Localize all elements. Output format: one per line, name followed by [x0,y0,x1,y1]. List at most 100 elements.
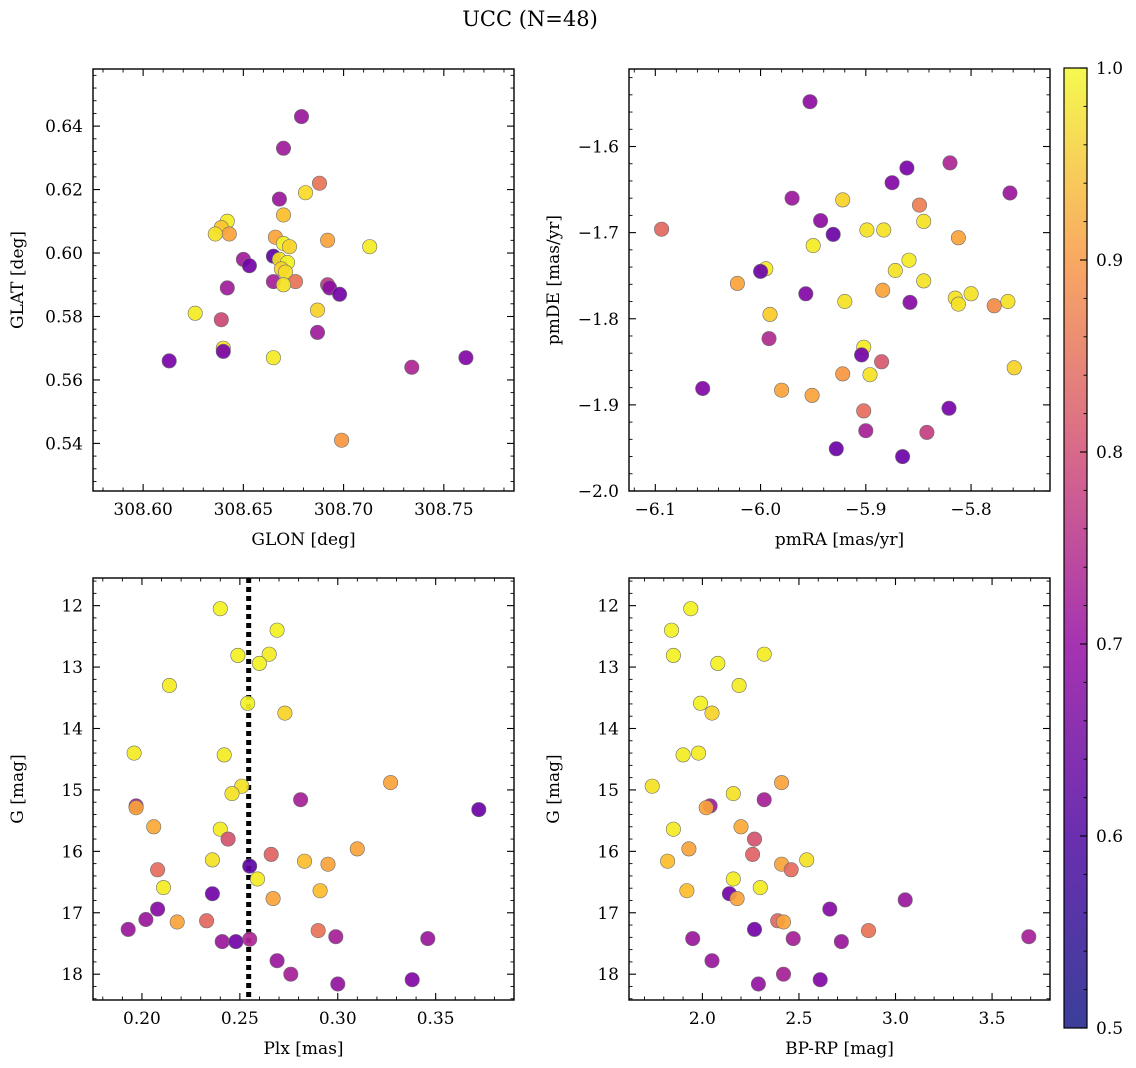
scatter-point [761,331,777,347]
x-tick-label: 3.0 [882,1009,909,1029]
panel-glon-glat: 308.60 308.65 308.70 308.75 0.54 0.56 0.58 0.60… [8,68,515,550]
scatter-point [251,655,267,671]
scatter-point [310,923,326,939]
x-tick-label: 2.0 [689,1009,716,1029]
scatter-point [902,294,918,310]
scatter-point [216,747,232,763]
scatter-point [663,622,679,638]
y-axis-label: G [mag] [8,754,28,823]
scatter-point [1006,360,1022,376]
scatter-point [269,953,285,969]
scatter-point [756,646,772,662]
scatter-point [695,380,711,396]
x-tick-label: −6.1 [635,500,676,520]
scatter-point [733,819,749,835]
x-tick-label: −5.9 [845,500,886,520]
scatter-point [138,911,154,927]
scatter-point [126,745,142,761]
scatter-point [919,424,935,440]
scatter-point [224,786,240,802]
scatter-point [265,891,281,907]
scatter-point [683,601,699,617]
scatter-point [293,109,309,125]
scatter-point [752,880,768,896]
scatter-point [963,286,979,302]
x-tick-label: −6.0 [740,500,781,520]
scatter-point [799,852,815,868]
scatter-point [213,312,229,328]
scatter-point [309,324,325,340]
axes-frame [92,68,515,492]
y-tick-label: 0.64 [45,117,83,137]
scatter-point [762,306,778,322]
scatter-point [899,160,915,176]
scatter-point [293,792,309,808]
y-tick-label: 12 [61,597,83,617]
scatter-point [404,972,420,988]
scatter-point [825,226,841,242]
scatter-point [862,367,878,383]
scatter-point [242,931,258,947]
scatter-point [986,298,1002,314]
scatter-point [161,353,177,369]
scatter-point [745,846,761,862]
scatter-point [911,197,927,213]
scatter-point [404,359,420,375]
scatter-point [916,273,932,289]
y-tick-label: 0.56 [45,371,83,391]
scatter-point [349,841,365,857]
scatter-point [250,871,266,887]
x-tick-label: 308.70 [314,500,373,520]
scatter-point [128,800,144,816]
colorbar-tick-label: 0.9 [1096,251,1123,271]
scatter-point [731,677,747,693]
scatter-point [309,302,325,318]
scatter-point [812,972,828,988]
scatter-point [897,892,913,908]
scatter-point [756,792,772,808]
x-tick-label: 0.25 [221,1009,259,1029]
x-axis-label: BP-RP [mag] [785,1039,894,1059]
scatter-point [835,366,851,382]
scatter-point [704,705,720,721]
scatter-point [261,646,277,662]
scatter-point [271,191,287,207]
y-tick-label: 14 [61,719,83,739]
scatter-point [774,382,790,398]
y-tick-label: 16 [597,842,619,862]
axes-frame [628,68,1051,492]
y-tick-label: 15 [61,781,83,801]
scatter-point [698,800,714,816]
x-axis-label: GLON [deg] [251,530,355,550]
scatter-point [150,901,166,917]
scatter-point [212,601,228,617]
scatter-point [942,155,958,171]
scatter-point [746,831,762,847]
scatter-point [692,695,708,711]
scatter-point [775,914,791,930]
scatter-point [729,275,745,291]
scatter-point [775,966,791,982]
scatter-point [1021,929,1037,945]
figure-title: UCC (N=48) [462,7,598,31]
y-tick-label: −1.6 [578,138,619,158]
scatter-point [859,222,875,238]
scatter-point [783,862,799,878]
colorbar: 0.5 0.6 0.7 0.8 0.9 1.0 [1063,59,1123,1039]
panel-plx-g: 0.20 0.25 0.30 0.35 12 13 14 15 16 17 18 Plx [mas] G… [8,577,515,1059]
scatter-point [281,239,297,255]
y-tick-label: −1.9 [578,396,619,416]
y-tick-label: 17 [597,904,619,924]
y-tick-label: 12 [597,597,619,617]
scatter-point [725,786,741,802]
colorbar-tick-label: 0.6 [1096,827,1123,847]
y-tick-label: 0.60 [45,244,83,264]
scatter-point [297,185,313,201]
scatter-point [214,934,230,950]
x-tick-label: 2.5 [785,1009,812,1029]
scatter-point [383,775,399,791]
scatter-point [150,862,166,878]
x-tick-label: −5.8 [950,500,991,520]
scatter-point [275,140,291,156]
